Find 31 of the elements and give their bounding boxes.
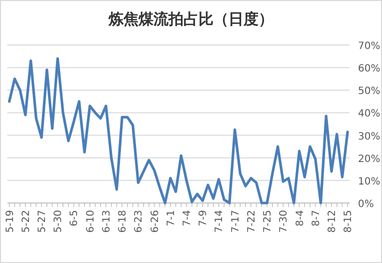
x-tick-label: 8-7 xyxy=(310,210,322,226)
y-tick-label: 60% xyxy=(358,64,380,75)
x-tick-label: 5-22 xyxy=(20,210,32,233)
x-tick-label: 6-5 xyxy=(69,210,80,226)
y-tick-label: 10% xyxy=(358,176,380,188)
x-tick-label: 5-27 xyxy=(37,210,48,233)
y-tick-label: 20% xyxy=(358,154,380,165)
x-tick-label: 5-30 xyxy=(53,210,64,233)
y-tick-label: 0% xyxy=(358,199,374,210)
y-tick-label: 30% xyxy=(358,131,380,142)
x-tick-label: 7-9 xyxy=(198,210,210,226)
x-tick-label: 6-10 xyxy=(85,210,96,233)
x-tick-label: 7-25 xyxy=(262,210,274,233)
x-tick-label: 6-26 xyxy=(150,210,161,233)
x-tick-label: 7-17 xyxy=(230,210,242,233)
x-tick-label: 7-30 xyxy=(278,210,290,233)
x-tick-label: 8-12 xyxy=(326,210,338,233)
x-tick-label: 6-18 xyxy=(118,210,129,233)
x-tick-label: 7-14 xyxy=(214,210,226,233)
x-tick-label: 8-4 xyxy=(294,210,306,226)
chart-title: 炼焦煤流拍占比（日度） xyxy=(108,10,274,28)
y-tick-label: 40% xyxy=(358,108,380,120)
x-tick-label: 7-4 xyxy=(182,210,194,226)
x-tick-label: 6-23 xyxy=(134,210,145,233)
y-tick-label: 70% xyxy=(358,41,380,52)
x-tick-label: 7-22 xyxy=(246,210,258,233)
y-tick-label: 50% xyxy=(358,86,380,98)
x-tick-label: 5-19 xyxy=(4,210,16,233)
x-tick-label: 8-15 xyxy=(343,210,354,233)
x-tick-label: 6-13 xyxy=(101,210,112,233)
x-tick-label: 7-1 xyxy=(166,210,177,226)
